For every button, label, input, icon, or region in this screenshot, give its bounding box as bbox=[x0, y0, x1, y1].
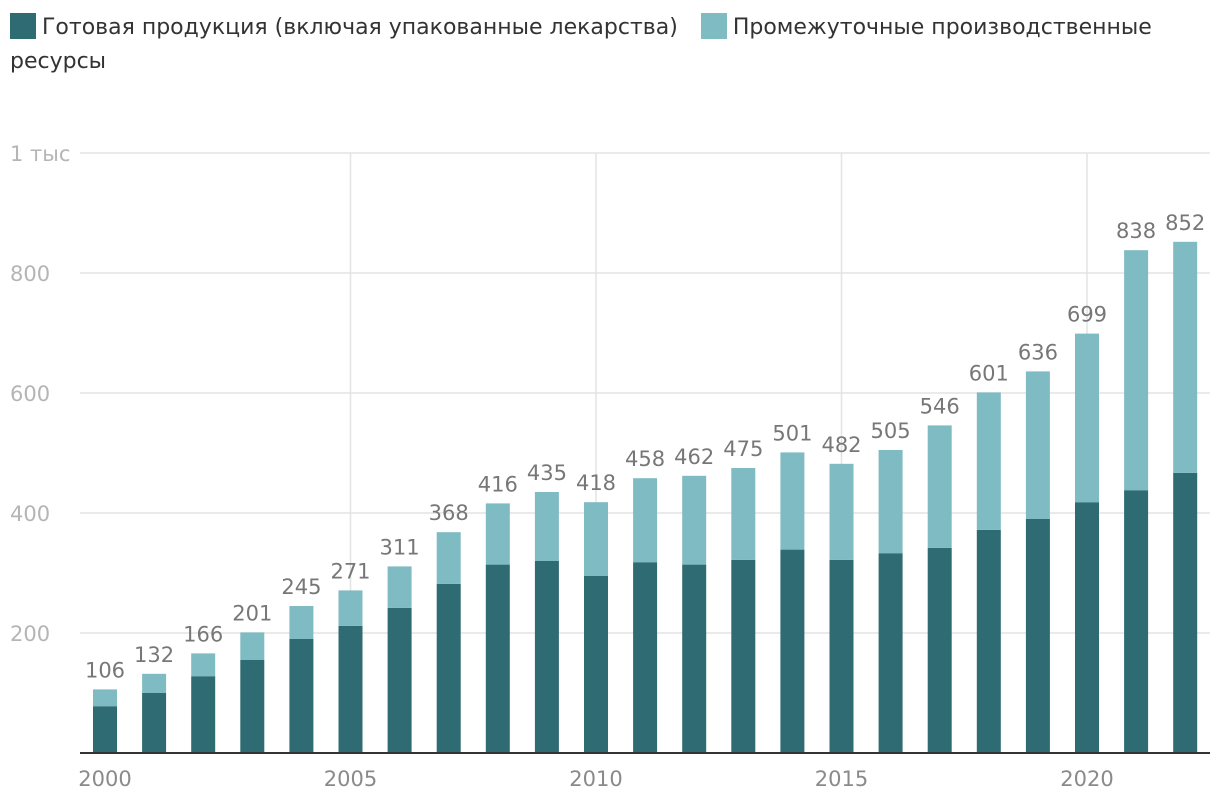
x-tick-label-2015: 2015 bbox=[815, 767, 868, 791]
y-tick-label-1000: 1 тыс bbox=[10, 142, 70, 166]
bar-intermediate-2006[interactable] bbox=[387, 566, 412, 608]
legend-swatch-finished bbox=[10, 13, 36, 39]
bar-finished-2009[interactable] bbox=[534, 561, 559, 753]
bar-finished-2002[interactable] bbox=[191, 676, 216, 753]
bar-intermediate-2021[interactable] bbox=[1124, 250, 1149, 491]
data-label-2019: 636 bbox=[1018, 340, 1058, 364]
data-label-2003: 201 bbox=[232, 601, 272, 625]
bar-intermediate-2017[interactable] bbox=[927, 425, 952, 548]
data-label-2010: 418 bbox=[576, 471, 616, 495]
bar-intermediate-2001[interactable] bbox=[142, 673, 167, 693]
x-tick-label-2000: 2000 bbox=[78, 767, 131, 791]
bar-intermediate-2011[interactable] bbox=[633, 478, 658, 563]
bar-finished-2007[interactable] bbox=[436, 583, 461, 753]
bar-finished-2003[interactable] bbox=[240, 660, 265, 753]
bar-finished-2012[interactable] bbox=[682, 564, 707, 753]
bar-finished-2006[interactable] bbox=[387, 607, 412, 753]
bar-finished-2019[interactable] bbox=[1025, 519, 1050, 753]
bar-finished-2020[interactable] bbox=[1075, 502, 1099, 753]
y-tick-label-800: 800 bbox=[10, 262, 50, 286]
bar-finished-2013[interactable] bbox=[731, 559, 756, 753]
bar-intermediate-2015[interactable] bbox=[829, 463, 854, 560]
bar-finished-2000[interactable] bbox=[93, 706, 117, 753]
data-label-2014: 501 bbox=[772, 421, 812, 445]
legend-label-intermediate: Промежуточные производственные ресурсы bbox=[10, 15, 1152, 74]
bar-intermediate-2005[interactable] bbox=[338, 590, 363, 626]
data-label-2008: 416 bbox=[478, 472, 518, 496]
legend-entry-finished[interactable]: Готовая продукция (включая упакованные л… bbox=[10, 13, 685, 40]
data-label-2005: 271 bbox=[330, 559, 370, 583]
y-tick-label-400: 400 bbox=[10, 502, 50, 526]
bar-intermediate-2020[interactable] bbox=[1075, 333, 1099, 503]
bar-finished-2016[interactable] bbox=[878, 553, 903, 753]
bar-finished-2021[interactable] bbox=[1124, 490, 1149, 753]
data-label-2000: 106 bbox=[85, 658, 125, 682]
data-label-2001: 132 bbox=[134, 643, 174, 667]
bar-finished-2017[interactable] bbox=[927, 547, 952, 753]
bar-finished-2015[interactable] bbox=[829, 559, 854, 753]
bar-finished-2008[interactable] bbox=[485, 564, 510, 753]
legend-entry-intermediate[interactable]: Промежуточные производственные ресурсы bbox=[10, 13, 1152, 74]
data-label-2012: 462 bbox=[674, 445, 714, 469]
x-tick-label-2010: 2010 bbox=[569, 767, 622, 791]
bar-intermediate-2019[interactable] bbox=[1025, 371, 1050, 519]
bar-intermediate-2007[interactable] bbox=[436, 532, 461, 584]
bar-intermediate-2003[interactable] bbox=[240, 632, 265, 660]
legend-swatch-intermediate bbox=[700, 13, 727, 39]
data-label-2016: 505 bbox=[871, 419, 911, 443]
bar-intermediate-2022[interactable] bbox=[1173, 241, 1198, 473]
data-label-2022: 852 bbox=[1165, 211, 1205, 235]
data-label-2020: 699 bbox=[1067, 303, 1107, 327]
bar-finished-2004[interactable] bbox=[289, 639, 314, 753]
bar-finished-2022[interactable] bbox=[1173, 472, 1198, 753]
bar-finished-2005[interactable] bbox=[338, 625, 363, 753]
data-label-2017: 546 bbox=[920, 394, 960, 418]
bar-finished-2018[interactable] bbox=[976, 529, 1001, 753]
bar-finished-2010[interactable] bbox=[584, 576, 608, 753]
data-label-2002: 166 bbox=[183, 622, 223, 646]
data-label-2021: 838 bbox=[1116, 219, 1156, 243]
y-tick-label-200: 200 bbox=[10, 622, 50, 646]
bar-intermediate-2004[interactable] bbox=[289, 606, 314, 639]
data-label-2015: 482 bbox=[821, 433, 861, 457]
bar-intermediate-2002[interactable] bbox=[191, 653, 216, 677]
data-label-2009: 435 bbox=[527, 461, 567, 485]
bar-intermediate-2013[interactable] bbox=[731, 468, 756, 560]
bar-intermediate-2014[interactable] bbox=[780, 452, 805, 550]
bar-finished-2014[interactable] bbox=[780, 549, 805, 753]
x-tick-label-2005: 2005 bbox=[324, 767, 377, 791]
data-label-2004: 245 bbox=[281, 575, 321, 599]
legend-label-finished: Готовая продукция (включая упакованные л… bbox=[42, 15, 678, 40]
x-tick-label-2020: 2020 bbox=[1060, 767, 1113, 791]
bar-intermediate-2009[interactable] bbox=[534, 492, 559, 561]
data-label-2011: 458 bbox=[625, 447, 665, 471]
bar-finished-2001[interactable] bbox=[142, 693, 167, 753]
bar-intermediate-2012[interactable] bbox=[682, 475, 707, 565]
bar-intermediate-2000[interactable] bbox=[93, 689, 117, 707]
bar-finished-2011[interactable] bbox=[633, 562, 658, 753]
bar-intermediate-2008[interactable] bbox=[485, 503, 510, 565]
legend: Готовая продукция (включая упакованные л… bbox=[10, 11, 1160, 79]
bar-intermediate-2016[interactable] bbox=[878, 450, 903, 554]
data-label-2018: 601 bbox=[969, 361, 1009, 385]
bar-intermediate-2018[interactable] bbox=[976, 392, 1001, 530]
data-label-2013: 475 bbox=[723, 437, 763, 461]
data-label-2006: 311 bbox=[380, 535, 420, 559]
data-label-2007: 368 bbox=[429, 501, 469, 525]
bar-intermediate-2010[interactable] bbox=[584, 502, 608, 576]
y-tick-label-600: 600 bbox=[10, 382, 50, 406]
